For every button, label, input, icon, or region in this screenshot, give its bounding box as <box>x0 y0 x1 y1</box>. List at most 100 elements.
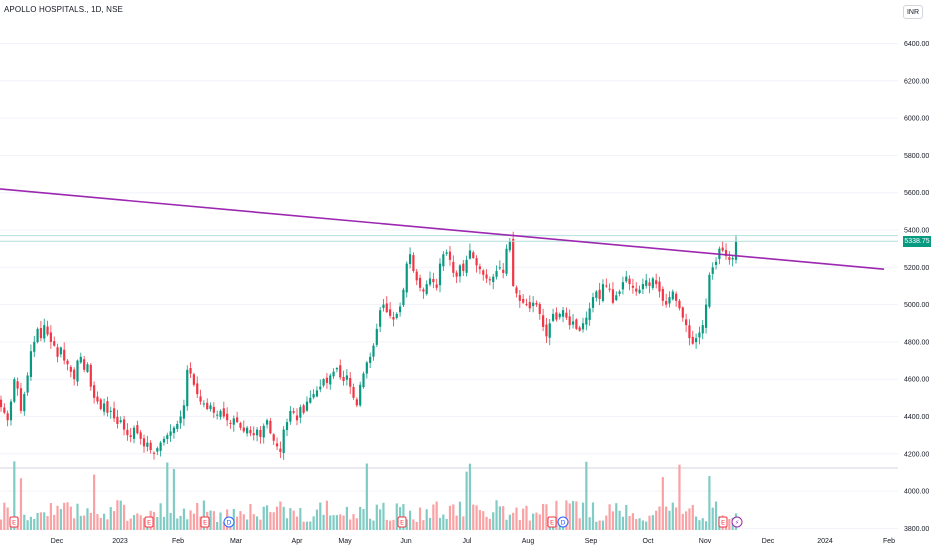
candle-body <box>671 291 674 300</box>
volume-bar <box>63 502 66 530</box>
x-tick-label: Mar <box>230 538 243 545</box>
candle-body <box>232 418 235 425</box>
candle-body <box>595 291 598 298</box>
volume-bar <box>239 511 242 530</box>
candle-body <box>415 271 418 281</box>
volume-bar <box>29 516 33 530</box>
earnings-marker[interactable] <box>200 516 210 528</box>
volume-bar <box>236 516 239 530</box>
y-tick-label: 4600.00 <box>904 377 929 384</box>
candle-body <box>631 285 635 288</box>
candle-body <box>66 360 69 365</box>
candle-body <box>475 258 478 266</box>
candle-body <box>122 419 126 430</box>
earnings-marker[interactable] <box>144 516 154 528</box>
volume-bar <box>438 517 442 530</box>
y-tick-label: 5400.00 <box>904 228 929 235</box>
candle-body <box>159 442 162 451</box>
volume-bar <box>728 519 731 530</box>
candle-body <box>196 383 199 395</box>
currency-button[interactable]: INR <box>903 5 923 19</box>
candle-body <box>23 394 26 412</box>
volume-bar <box>332 515 335 530</box>
volume-bar <box>289 508 292 530</box>
volume-bar <box>269 512 272 530</box>
candle-body <box>83 359 86 370</box>
candle-body <box>89 364 92 387</box>
volume-bar <box>708 476 711 530</box>
volume-bar <box>49 503 52 530</box>
volume-bar <box>106 519 109 530</box>
candle-body <box>93 385 96 398</box>
volume-bar <box>472 504 475 530</box>
volume-bar <box>598 520 601 530</box>
volume-bar <box>631 513 635 530</box>
candle-body <box>36 328 39 343</box>
candle-body <box>625 276 628 282</box>
volume-bar <box>86 508 89 530</box>
volume-bar <box>349 519 352 530</box>
volume-bar <box>265 505 269 530</box>
candle-body <box>312 394 315 398</box>
split-marker[interactable] <box>731 516 743 528</box>
volume-bar <box>465 471 468 530</box>
candle-body <box>685 319 688 326</box>
event-marker-label: D <box>226 519 231 527</box>
candle-body <box>236 417 239 423</box>
volume-bar <box>209 510 212 530</box>
candle-body <box>485 274 488 279</box>
earnings-marker[interactable] <box>9 516 19 528</box>
candle-body <box>63 349 66 361</box>
candle-body <box>601 284 605 301</box>
candle-body <box>448 251 452 260</box>
candle-body <box>458 265 462 277</box>
dividend-marker[interactable] <box>557 516 569 528</box>
candle-body <box>246 427 249 434</box>
candle-body <box>714 261 718 265</box>
candle-body <box>99 399 102 410</box>
candle-body <box>675 293 678 301</box>
candle-body <box>29 351 33 377</box>
volume-bar <box>661 477 664 530</box>
volume-bar <box>488 518 491 530</box>
volume-bar <box>196 502 199 530</box>
earnings-marker[interactable] <box>718 516 728 528</box>
volume-bar <box>681 513 684 530</box>
volume-bar <box>59 509 62 530</box>
candle-body <box>408 254 412 264</box>
candle-body <box>222 408 225 417</box>
volume-bar <box>246 519 249 530</box>
volume-bar <box>166 462 169 530</box>
volume-bar <box>73 518 76 530</box>
candle-body <box>515 287 518 294</box>
candle-body <box>465 259 468 273</box>
candle-body <box>16 381 19 389</box>
volume-bar <box>455 515 458 530</box>
volume-bar <box>641 520 644 530</box>
trendline[interactable] <box>0 188 885 270</box>
volume-bar <box>66 502 69 530</box>
candle-body <box>551 313 555 321</box>
candle-body <box>299 407 302 418</box>
volume-bar <box>418 507 422 530</box>
earnings-marker[interactable] <box>547 516 557 528</box>
candle-body <box>226 413 229 421</box>
volume-bar <box>176 518 179 530</box>
x-tick-label: 2023 <box>112 538 128 545</box>
candle-body <box>49 332 52 342</box>
volume-bar <box>502 506 505 530</box>
volume-bar <box>591 502 595 530</box>
candle-body <box>129 435 132 438</box>
y-tick-label: 5800.00 <box>904 153 929 160</box>
earnings-marker[interactable] <box>397 516 407 528</box>
volume-bar <box>445 518 448 530</box>
x-tick-label: Dec <box>762 538 775 545</box>
candle-body <box>242 427 245 432</box>
volume-bar <box>571 501 575 530</box>
volume-bar <box>83 515 86 530</box>
candle-body <box>79 356 82 363</box>
dividend-marker[interactable] <box>223 516 235 528</box>
candle-body <box>405 263 408 293</box>
volume-bar <box>179 515 182 530</box>
